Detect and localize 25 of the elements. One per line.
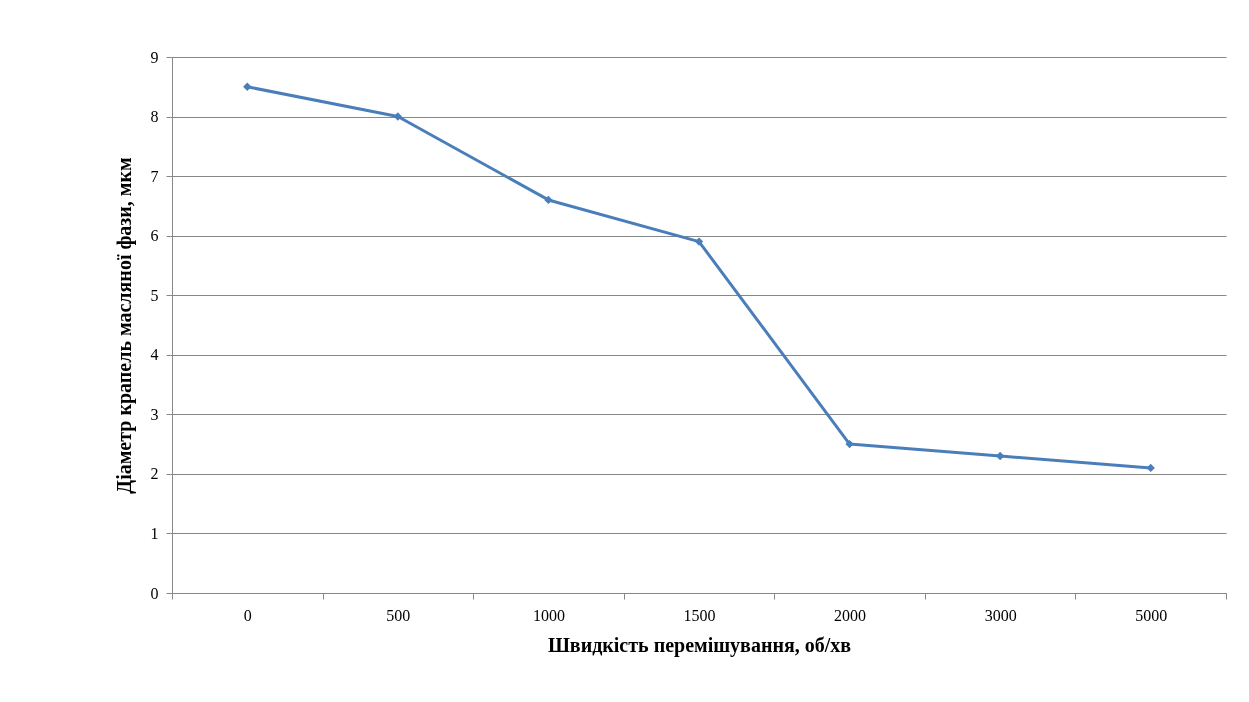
x-tick-label: 2000	[834, 606, 867, 624]
y-tick-label: 9	[150, 48, 159, 66]
y-tick-label: 7	[150, 167, 159, 185]
x-tick-label: 1500	[683, 606, 716, 624]
y-tick-label: 0	[150, 584, 159, 602]
y-tick-label: 5	[150, 286, 159, 304]
x-tick-label: 5000	[1135, 606, 1168, 624]
y-tick-label: 4	[150, 346, 159, 364]
point	[694, 237, 704, 246]
y-tick-label: 3	[150, 405, 159, 423]
point	[544, 195, 553, 205]
point	[243, 82, 252, 91]
point	[1146, 463, 1155, 473]
x-axis-title: Швидкість перемішування, об/хв	[547, 633, 852, 657]
x-tick-label: 500	[386, 606, 411, 624]
point	[845, 439, 854, 449]
y-axis-title: Діаметр крапель масляної фази, мкм	[112, 157, 136, 494]
y-tick-label: 1	[150, 524, 159, 542]
y-tick-label: 2	[150, 465, 159, 483]
x-tick-label: 0	[243, 606, 252, 624]
y-tick-label: 6	[150, 227, 159, 245]
y-tick-label: 8	[150, 108, 159, 126]
point	[393, 112, 403, 121]
x-tick-label: 1000	[532, 606, 565, 624]
x-tick-label: 3000	[984, 606, 1017, 624]
